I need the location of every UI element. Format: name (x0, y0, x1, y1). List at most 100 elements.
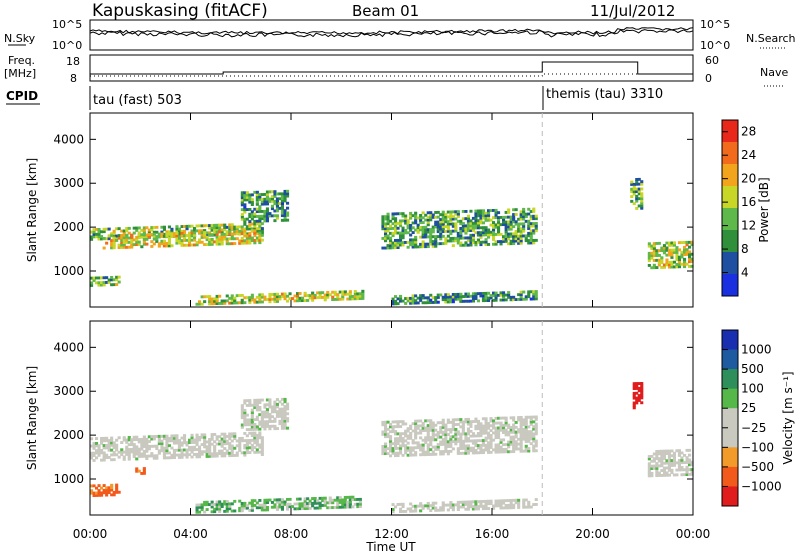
scatter-cell (218, 449, 222, 453)
scatter-cell (311, 294, 315, 297)
scatter-cell (446, 452, 450, 456)
scatter-cell (341, 500, 345, 504)
scatter-cell (328, 496, 332, 500)
scatter-cell (296, 296, 300, 300)
scatter-cell (680, 250, 684, 254)
scatter-cell (132, 447, 136, 451)
scatter-cell (268, 400, 272, 404)
scatter-cell (683, 250, 687, 254)
scatter-cell (100, 281, 104, 285)
scatter-cell (499, 438, 503, 442)
scatter-cell (220, 454, 224, 458)
scatter-cell (489, 218, 493, 222)
scatter-cell (404, 214, 408, 218)
scatter-cell (429, 436, 433, 439)
scatter-cell (152, 235, 156, 239)
scatter-cell (250, 434, 254, 437)
scatter-cell (172, 436, 176, 440)
scatter-cell (341, 297, 345, 301)
scatter-cell (667, 253, 671, 257)
scatter-cell (92, 279, 96, 282)
scatter-cell (509, 416, 513, 420)
scatter-cell (120, 229, 124, 233)
scatter-cell (95, 491, 99, 495)
scatter-cell (351, 495, 355, 499)
scatter-cell (494, 433, 498, 437)
scatter-cell (426, 301, 430, 305)
scatter-cell (351, 297, 355, 301)
scatter-cell (519, 430, 523, 434)
scatter-cell (115, 237, 119, 240)
scatter-cell (268, 214, 272, 218)
scatter-cell (240, 232, 244, 236)
scatter-cell (258, 234, 262, 237)
scatter-cell (434, 215, 438, 219)
scatter-cell (283, 414, 287, 418)
scatter-cell (115, 488, 119, 492)
scatter-cell (270, 501, 274, 504)
scatter-cell (419, 502, 423, 506)
scatter-cell (265, 207, 269, 211)
scatter-cell (240, 406, 244, 410)
scatter-cell (404, 439, 408, 443)
scatter-cell (255, 427, 259, 431)
scatter-cell (449, 222, 453, 226)
scatter-cell (502, 448, 506, 451)
scatter-cell (172, 456, 176, 459)
scatter-cell (155, 225, 159, 229)
scatter-cell (275, 500, 279, 504)
scatter-cell (441, 442, 445, 446)
scatter-cell (381, 432, 385, 436)
scatter-cell (97, 232, 101, 236)
scatter-cell (479, 211, 483, 215)
scatter-cell (117, 236, 121, 240)
scatter-cell (253, 298, 257, 302)
scatter-cell (283, 397, 287, 401)
scatter-cell (657, 261, 661, 265)
scatter-cell (275, 402, 279, 406)
scatter-cell (258, 413, 262, 417)
scatter-cell (497, 218, 501, 222)
scatter-cell (185, 234, 189, 237)
scatter-cell (112, 229, 116, 233)
scatter-cell (632, 396, 636, 400)
scatter-cell (110, 453, 114, 457)
scatter-cell (250, 215, 254, 218)
scatter-cell (125, 236, 129, 240)
scatter-cell (386, 234, 390, 238)
scatter-cell (394, 430, 398, 433)
scatter-cell (507, 235, 511, 238)
scatter-cell (456, 430, 460, 434)
scatter-cell (381, 430, 385, 434)
scatter-cell (228, 432, 232, 436)
scatter-cell (223, 237, 227, 241)
scatter-cell (318, 296, 322, 299)
scatter-cell (203, 503, 207, 507)
scatter-cell (494, 499, 498, 503)
scatter-cell (512, 232, 516, 236)
scatter-cell (421, 421, 425, 425)
scatter-cell (459, 418, 463, 421)
scatter-cell (527, 295, 531, 299)
scatter-cell (399, 439, 403, 443)
scatter-cell (492, 221, 496, 224)
scatter-cell (507, 220, 511, 224)
scatter-cell (487, 443, 491, 447)
scatter-cell (492, 216, 496, 220)
scatter-cell (177, 456, 181, 459)
scatter-cell (492, 294, 496, 297)
scatter-cell (391, 300, 395, 303)
scatter-cell (263, 422, 267, 426)
scatter-cell (100, 439, 104, 443)
scatter-cell (688, 453, 692, 457)
scatter-cell (667, 452, 671, 455)
scatter-cell (469, 505, 473, 509)
scatter-cell (522, 224, 526, 228)
scatter-cell (466, 429, 470, 433)
scatter-cell (389, 423, 393, 426)
scatter-cell (107, 443, 111, 447)
scatter-cell (662, 249, 666, 252)
scatter-cell (135, 235, 139, 239)
scatter-cell (188, 441, 192, 444)
scatter-cell (532, 503, 536, 506)
